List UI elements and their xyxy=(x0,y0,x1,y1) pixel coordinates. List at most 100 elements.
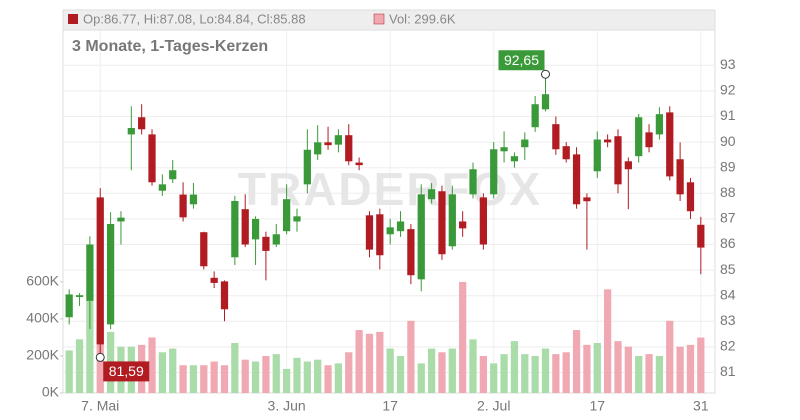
volume-bar xyxy=(624,346,632,393)
candle-body xyxy=(231,200,239,258)
candle-body xyxy=(583,197,591,202)
volume-bar xyxy=(386,348,394,393)
volume-bar xyxy=(324,365,332,393)
volume-bar xyxy=(583,344,591,393)
candle-body xyxy=(427,189,436,200)
volume-bar xyxy=(407,320,415,393)
candle-body xyxy=(521,139,529,148)
candle-body xyxy=(324,142,332,146)
ohlc-swatch xyxy=(68,14,78,24)
annotation-box xyxy=(103,361,150,382)
y2-tick-label: 400K xyxy=(26,310,59,326)
volume-bar xyxy=(210,361,218,393)
candle-body xyxy=(220,281,229,310)
volume-bar xyxy=(562,352,570,393)
volume-bar xyxy=(614,341,622,393)
volume-bar xyxy=(593,343,601,393)
candle-body xyxy=(396,221,405,232)
y-tick-label: 91 xyxy=(720,107,736,123)
candle-body xyxy=(541,94,550,110)
candle-body xyxy=(75,295,84,297)
volume-bar xyxy=(655,355,664,393)
volume-bar xyxy=(552,354,560,393)
volume-bar xyxy=(676,346,684,393)
candle-body xyxy=(355,162,363,166)
candle-body xyxy=(552,124,560,150)
volume-bar xyxy=(521,354,529,393)
annotation-marker xyxy=(541,69,550,79)
volume-bar xyxy=(293,357,301,393)
volume-bar xyxy=(251,361,260,393)
volume-bar xyxy=(86,300,94,393)
candle-body xyxy=(241,209,249,245)
volume-bar xyxy=(459,281,467,393)
candle-body xyxy=(676,159,684,195)
candle-body xyxy=(438,191,446,255)
volume-bar xyxy=(75,339,84,393)
candle-body xyxy=(303,149,311,185)
volume-swatch xyxy=(373,13,385,25)
y-tick-label: 87 xyxy=(720,210,736,226)
candle-body xyxy=(200,232,208,267)
volume-bar xyxy=(438,352,446,393)
volume-bar xyxy=(334,363,343,393)
y-tick-label: 82 xyxy=(720,338,736,354)
volume-bar xyxy=(231,343,239,393)
volume-bar xyxy=(448,348,456,393)
candle-body xyxy=(106,224,115,325)
volume-bar xyxy=(179,365,187,393)
candle-body xyxy=(169,170,177,180)
y2-tick-label: 0K xyxy=(42,384,60,400)
y-tick-label: 92 xyxy=(720,82,736,98)
volume-bar xyxy=(697,337,705,393)
candle-body xyxy=(417,194,425,280)
volume-bar xyxy=(189,365,198,393)
candle-body xyxy=(697,224,705,248)
volume-bar xyxy=(345,352,353,393)
volume-bar xyxy=(376,331,384,393)
candle-body xyxy=(293,216,301,222)
y-tick-label: 93 xyxy=(720,56,736,72)
candle-body xyxy=(314,142,322,155)
y-tick-label: 83 xyxy=(720,312,736,328)
volume-bar xyxy=(303,361,311,393)
candle-body xyxy=(469,169,477,195)
candle-body xyxy=(262,236,270,251)
candle-body xyxy=(604,139,612,143)
y2-tick-label: 600K xyxy=(26,273,59,289)
annotation-box xyxy=(498,50,545,71)
volume-bar xyxy=(272,354,280,393)
volume-bar xyxy=(396,355,405,393)
candle-body xyxy=(614,136,622,185)
volume-bar xyxy=(241,359,249,393)
candle-body xyxy=(459,221,467,229)
candle-body xyxy=(655,114,664,135)
volume-bar xyxy=(417,363,425,393)
volume-bar xyxy=(500,354,508,393)
y-tick-label: 90 xyxy=(720,133,736,149)
volume-bar xyxy=(427,348,436,393)
candle-body xyxy=(96,197,104,345)
volume-bar xyxy=(262,355,270,393)
candle-body xyxy=(345,135,353,162)
y2-tick-label: 200K xyxy=(26,347,59,363)
candle-body xyxy=(334,135,343,145)
volume-bar xyxy=(314,359,322,393)
volume-bar xyxy=(645,354,653,393)
y-tick-label: 84 xyxy=(720,286,736,302)
annotation-marker xyxy=(95,352,105,362)
volume-bar xyxy=(490,363,498,393)
candle-body xyxy=(365,215,374,250)
volume-bar xyxy=(158,352,166,393)
candle-body xyxy=(189,194,198,205)
candle-body xyxy=(593,139,601,172)
candle-body xyxy=(479,197,487,245)
candle-body xyxy=(210,277,218,283)
candle-body xyxy=(251,218,260,240)
volume-bar xyxy=(635,355,643,393)
candle-body xyxy=(572,154,581,205)
candle-body xyxy=(645,132,653,148)
x-tick-label: 7. Mai xyxy=(81,398,119,414)
volume-bar xyxy=(283,368,291,393)
